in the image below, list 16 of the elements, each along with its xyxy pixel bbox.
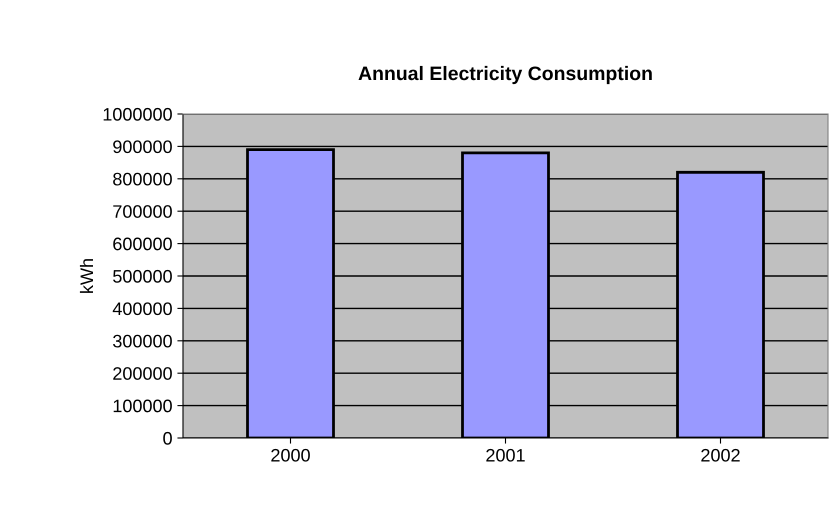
y-tick-label: 400000 <box>112 302 172 316</box>
y-tick-label: 0 <box>163 432 172 445</box>
y-tick-label: 900000 <box>113 140 172 154</box>
y-tick-label: 1000000 <box>104 108 172 121</box>
chart-title: Annual Electricity Consumption <box>358 66 652 84</box>
x-tick-label: 2002 <box>701 448 740 462</box>
y-tick-label: 700000 <box>113 205 172 218</box>
y-tick-label: 500000 <box>113 270 172 283</box>
x-tick-label: 2000 <box>271 448 310 462</box>
x-tick-label: 2001 <box>486 448 525 462</box>
y-tick-label: 100000 <box>114 400 172 412</box>
y-tick-label: 600000 <box>113 238 172 250</box>
y-tick-label: 200000 <box>113 367 172 380</box>
y-tick-label: 800000 <box>113 172 172 186</box>
y-axis-title: kWh <box>80 259 93 293</box>
y-tick-label: 300000 <box>113 334 172 348</box>
